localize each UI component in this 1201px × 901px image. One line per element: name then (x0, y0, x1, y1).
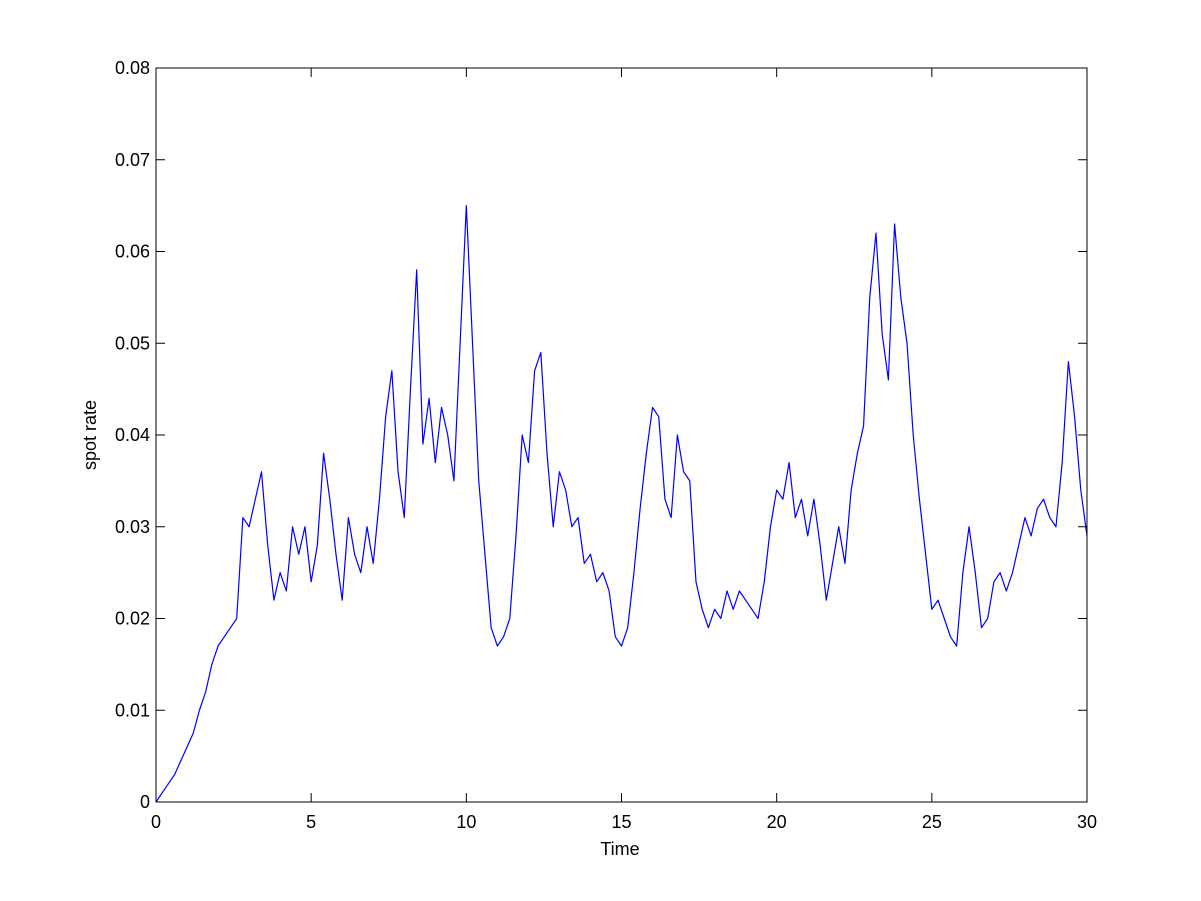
x-tick-label: 0 (151, 812, 161, 832)
x-tick-label: 30 (1077, 812, 1097, 832)
y-tick-label: 0 (140, 792, 150, 812)
y-tick-label: 0.04 (115, 425, 150, 445)
x-axis-label: Time (600, 839, 639, 859)
y-tick-label: 0.03 (115, 517, 150, 537)
y-tick-label: 0.07 (115, 150, 150, 170)
x-tick-label: 25 (922, 812, 942, 832)
y-tick-label: 0.02 (115, 609, 150, 629)
y-tick-label: 0.01 (115, 700, 150, 720)
x-tick-label: 20 (767, 812, 787, 832)
x-tick-label: 15 (611, 812, 631, 832)
y-tick-label: 0.05 (115, 333, 150, 353)
y-axis-label: spot rate (80, 400, 100, 470)
y-tick-label: 0.06 (115, 242, 150, 262)
x-tick-label: 10 (456, 812, 476, 832)
data-line (155, 205, 1088, 803)
x-tick-label: 5 (306, 812, 316, 832)
y-tick-label: 0.08 (115, 58, 150, 78)
